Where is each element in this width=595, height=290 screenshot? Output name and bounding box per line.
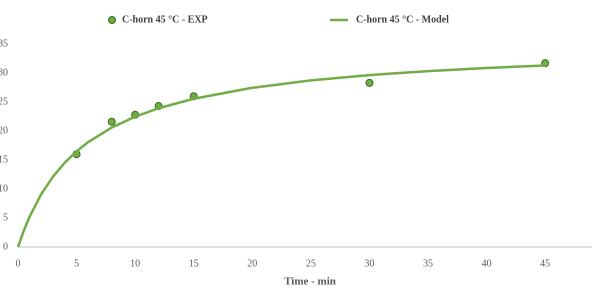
model-line <box>16 64 546 248</box>
x-tick-label: 45 <box>540 258 550 269</box>
x-tick-label: 40 <box>482 258 492 269</box>
legend-label: C-horn 45 °C - EXP <box>122 14 208 25</box>
x-tick-label: 0 <box>16 258 21 269</box>
y-tick-label: 30 <box>0 67 8 78</box>
y-tick-label: 20 <box>0 125 8 136</box>
x-tick-label: 15 <box>189 258 199 269</box>
x-tick-label: 10 <box>130 258 140 269</box>
y-tick-label: 0 <box>3 241 8 252</box>
y-tick-label: 15 <box>0 154 8 165</box>
data-point <box>365 78 374 87</box>
legend-label: C-horn 45 °C - Model <box>356 14 449 25</box>
x-tick-label: 20 <box>247 258 257 269</box>
x-axis-label: Time - min <box>284 276 336 288</box>
y-tick-label: 25 <box>0 96 8 107</box>
data-point <box>107 117 116 126</box>
x-tick-label: 5 <box>74 258 79 269</box>
x-tick-label: 30 <box>364 258 374 269</box>
y-tick-label: 5 <box>3 212 8 223</box>
x-tick-label: 35 <box>423 258 433 269</box>
y-tick-label: 35 <box>0 38 8 49</box>
legend: C-horn 45 °C - EXP C-horn 45 °C - Model <box>108 14 449 25</box>
y-tick-label: 10 <box>0 183 8 194</box>
legend-swatch <box>108 16 116 24</box>
x-tick-label: 25 <box>306 258 316 269</box>
